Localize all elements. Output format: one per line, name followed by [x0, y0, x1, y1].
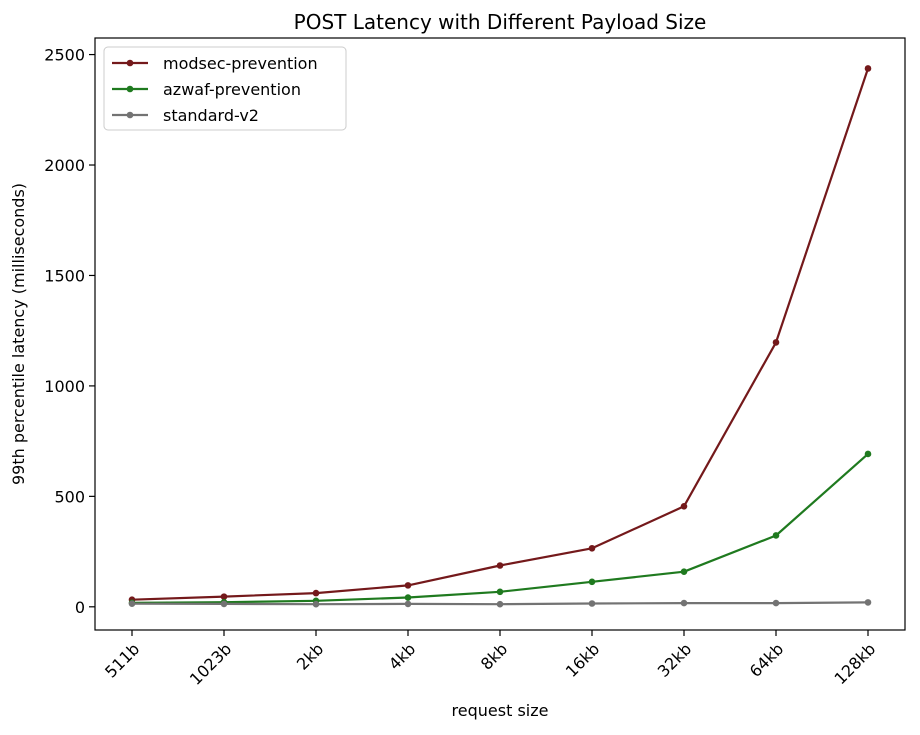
x-tick-label: 511b [101, 639, 143, 681]
x-axis-label: request size [452, 701, 549, 720]
data-point [772, 532, 780, 539]
data-point [680, 599, 688, 607]
series-azwaf-prevention [128, 450, 872, 607]
legend-item: azwaf-prevention [112, 80, 301, 99]
chart-title: POST Latency with Different Payload Size [294, 10, 707, 34]
legend-marker [126, 111, 134, 119]
y-tick-label: 2500 [44, 46, 85, 65]
data-point [588, 544, 596, 552]
x-tick-label: 8kb [477, 639, 511, 673]
x-tick-label: 64kb [746, 639, 788, 681]
y-tick-label: 2000 [44, 156, 85, 175]
legend-label: modsec-prevention [163, 54, 318, 73]
x-tick-label: 2kb [293, 639, 327, 673]
y-tick-label: 1500 [44, 266, 85, 285]
series-line [131, 68, 870, 601]
y-tick-label: 500 [54, 487, 85, 506]
data-point [496, 588, 504, 596]
x-tick-label: 16kb [562, 639, 604, 681]
legend-marker [126, 59, 134, 67]
series-layer [128, 65, 872, 608]
data-point [496, 600, 504, 608]
data-point [772, 339, 780, 346]
data-point [404, 582, 412, 589]
data-point [312, 600, 320, 608]
data-point [220, 593, 228, 600]
data-point [220, 600, 228, 608]
data-point [864, 450, 872, 458]
data-point [588, 600, 596, 607]
x-axis: 511b 1023b 2kb 4kb 8kb 16kb 32kb 64kb 128kb [101, 630, 879, 689]
series-standard-v2 [128, 599, 872, 608]
legend-marker [126, 85, 134, 93]
data-point [864, 65, 872, 72]
data-point [312, 589, 320, 597]
x-tick-label: 32kb [654, 639, 696, 681]
data-point [496, 562, 504, 569]
series-line [131, 453, 869, 604]
data-point [680, 568, 688, 575]
x-tick-label: 4kb [385, 639, 419, 673]
data-point [588, 578, 596, 586]
legend-label: azwaf-prevention [163, 80, 301, 99]
series-modsec-prevention [128, 65, 872, 604]
legend-item: modsec-prevention [112, 54, 318, 73]
x-tick-label: 128kb [831, 639, 880, 688]
legend-item: standard-v2 [112, 106, 259, 125]
data-point [128, 600, 136, 608]
data-point [404, 600, 412, 608]
y-tick-label: 0 [75, 598, 85, 617]
data-point [772, 599, 780, 607]
legend: modsec-prevention azwaf-prevention standar… [103, 46, 347, 131]
legend-frame [103, 46, 347, 131]
data-point [864, 599, 872, 606]
x-tick-label: 1023b [186, 639, 235, 688]
data-point [404, 594, 412, 601]
y-axis-label: 99th percentile latency (milliseconds) [9, 183, 28, 485]
legend-label: standard-v2 [163, 106, 259, 125]
data-point [680, 502, 688, 510]
y-tick-label: 1000 [44, 377, 85, 396]
y-axis: 0 500 1000 1500 2000 2500 [44, 46, 95, 617]
